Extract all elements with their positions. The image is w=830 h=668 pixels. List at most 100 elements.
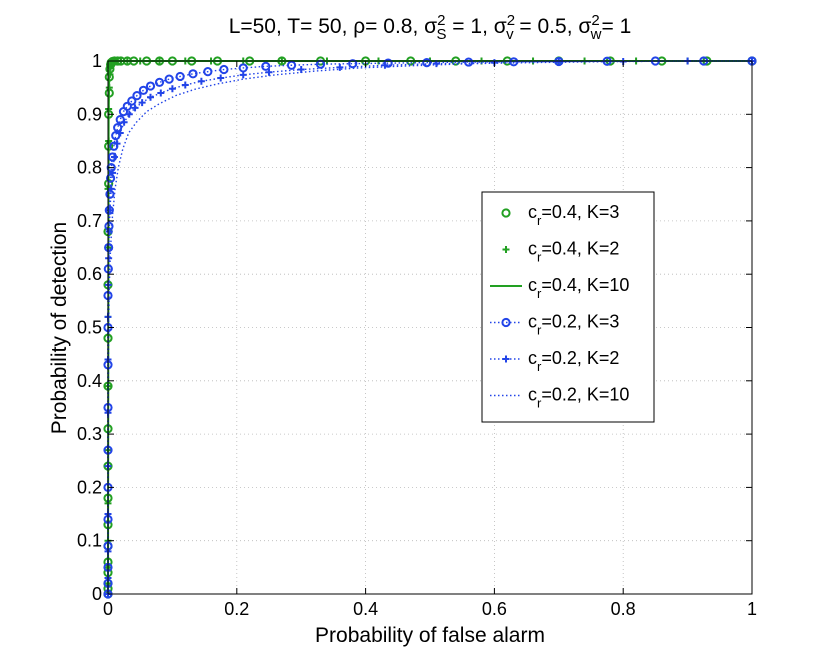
y-tick-label: 0.5 — [77, 318, 102, 338]
legend-label: cr=0.2, K=2 — [528, 348, 619, 374]
chart-title: L=50, T= 50, ρ= 0.8, σ2 S = 1, σ2 v = 0.5,… — [229, 12, 632, 43]
legend-label-rest: =0.4, K=3 — [541, 202, 619, 222]
legend-label-rest: =0.2, K=3 — [541, 312, 619, 332]
data-point — [113, 123, 123, 133]
legend-label-base: c — [528, 239, 537, 259]
data-point — [197, 77, 205, 85]
title-part: = 0.5, σ — [514, 15, 592, 38]
x-axis-label: Probability of false alarm — [315, 624, 545, 647]
legend: cr=0.4, K=3cr=0.4, K=2cr=0.4, K=10cr=0.2… — [481, 191, 655, 423]
legend-label: cr=0.2, K=10 — [528, 385, 629, 411]
legend-label: cr=0.2, K=3 — [528, 312, 619, 338]
data-point — [181, 81, 189, 89]
legend-entry-5: cr=0.2, K=10 — [490, 385, 629, 411]
x-tick-label: 0.4 — [353, 599, 378, 619]
x-tick-label: 0.6 — [482, 599, 507, 619]
legend-label-base: c — [528, 202, 537, 222]
legend-label: cr=0.4, K=3 — [528, 202, 619, 228]
legend-label: cr=0.4, K=2 — [528, 239, 619, 265]
legend-box — [481, 191, 655, 423]
legend-entry-2: cr=0.4, K=10 — [490, 275, 629, 301]
x-tick-label: 0 — [103, 599, 113, 619]
legend-label-base: c — [528, 348, 537, 368]
x-tick-label: 0.8 — [611, 599, 636, 619]
data-point — [125, 110, 133, 118]
data-point — [110, 153, 118, 161]
data-point — [168, 85, 176, 93]
data-point — [120, 118, 128, 126]
data-point — [157, 89, 165, 97]
legend-marker — [501, 317, 511, 328]
y-tick-label: 0.9 — [77, 104, 102, 124]
data-point — [127, 96, 137, 106]
title-part: = 1, σ — [446, 15, 506, 38]
data-point — [175, 71, 185, 82]
data-point — [132, 91, 142, 101]
y-tick-label: 0.1 — [77, 531, 102, 551]
data-point — [138, 99, 146, 107]
y-tick-label: 0.3 — [77, 424, 102, 444]
title-part: 2 — [437, 12, 445, 29]
data-point — [116, 129, 124, 137]
x-tick-label: 0.2 — [224, 599, 249, 619]
title-part: S — [436, 26, 446, 43]
legend-entry-3: cr=0.2, K=3 — [490, 312, 619, 338]
legend-entry-4: cr=0.2, K=2 — [490, 348, 619, 374]
legend-label-base: c — [528, 312, 537, 332]
data-point — [105, 228, 113, 236]
data-point — [138, 85, 149, 95]
data-point — [265, 68, 273, 76]
legend-label-sub: r — [537, 323, 542, 338]
tick-labels: 0 0.2 0.4 0.6 0.8 1 0 0.1 0.2 0.3 0.4 0.5 0.6 0.7 0.8 0… — [77, 51, 757, 619]
y-tick-label: 0.8 — [77, 158, 102, 178]
y-tick-label: 0.4 — [77, 371, 102, 391]
data-point — [239, 71, 247, 79]
data-point — [145, 81, 156, 91]
legend-label-sub: r — [537, 213, 542, 228]
title-part: w — [590, 26, 602, 43]
y-axis-label: Probability of detection — [48, 222, 71, 434]
data-point — [122, 101, 132, 111]
legend-label-base: c — [528, 275, 537, 295]
y-tick-label: 0.2 — [77, 477, 102, 497]
legend-label-rest: =0.4, K=2 — [541, 239, 619, 259]
data-point — [422, 57, 432, 68]
title-part: = 1 — [602, 15, 632, 38]
legend-entry-0: cr=0.4, K=3 — [501, 202, 619, 228]
y-tick-label: 1 — [92, 51, 102, 71]
legend-label-sub: r — [537, 359, 542, 374]
series-line — [107, 60, 752, 594]
data-point — [219, 64, 229, 75]
data-point — [464, 57, 474, 67]
data-point — [107, 185, 115, 193]
data-point — [217, 74, 225, 82]
data-point — [147, 93, 155, 101]
legend-label-rest: =0.4, K=10 — [541, 275, 629, 295]
legend-entry-1: cr=0.4, K=2 — [502, 239, 619, 265]
legend-label-sub: r — [537, 250, 542, 265]
title-part: v — [506, 26, 514, 43]
y-tick-label: 0.6 — [77, 264, 102, 284]
legend-label-base: c — [528, 385, 537, 405]
data-point — [105, 254, 113, 262]
data-point — [164, 74, 174, 84]
data-point — [105, 173, 116, 183]
x-tick-label: 1 — [747, 599, 757, 619]
legend-marker — [502, 355, 510, 363]
legend-label-rest: =0.2, K=10 — [541, 385, 629, 405]
legend-label-sub: r — [537, 286, 542, 301]
data-point — [203, 67, 213, 77]
title-part: L=50, T= 50, ρ= 0.8, σ — [229, 15, 437, 38]
data-point — [381, 61, 389, 69]
data-point — [154, 77, 165, 87]
ticks — [107, 60, 753, 595]
data-point — [336, 63, 344, 71]
data-point — [286, 60, 297, 70]
legend-marker — [501, 208, 511, 218]
data-point — [104, 242, 114, 253]
data-point — [113, 140, 121, 148]
legend-label-sub: r — [537, 396, 542, 411]
legend-label-rest: =0.2, K=2 — [541, 348, 619, 368]
y-tick-label: 0.7 — [77, 211, 102, 231]
